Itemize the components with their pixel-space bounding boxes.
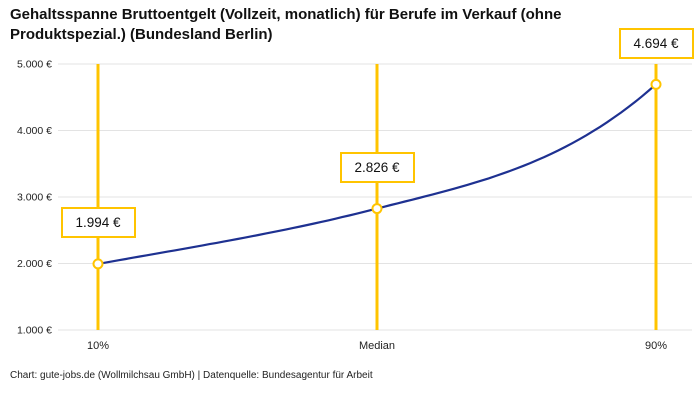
data-point-marker — [371, 203, 383, 215]
y-tick-label: 5.000 € — [17, 59, 52, 71]
chart-footer: Chart: gute-jobs.de (Wollmilchsau GmbH) … — [10, 370, 373, 381]
value-label-box: 1.994 € — [60, 207, 136, 239]
data-point-marker — [92, 258, 104, 270]
data-point-marker — [650, 78, 662, 90]
y-tick-label: 2.000 € — [17, 258, 52, 270]
chart-title: Gehaltsspanne Bruttoentgelt (Vollzeit, m… — [10, 6, 562, 43]
y-tick-label: 3.000 € — [17, 192, 52, 204]
value-label-box: 4.694 € — [618, 27, 694, 59]
y-tick-label: 4.000 € — [17, 125, 52, 137]
x-tick-label: 10% — [87, 340, 109, 352]
value-label-box: 2.826 € — [339, 152, 415, 184]
x-tick-label: 90% — [645, 340, 667, 352]
x-tick-label: Median — [359, 340, 395, 352]
y-tick-label: 1.000 € — [17, 325, 52, 337]
